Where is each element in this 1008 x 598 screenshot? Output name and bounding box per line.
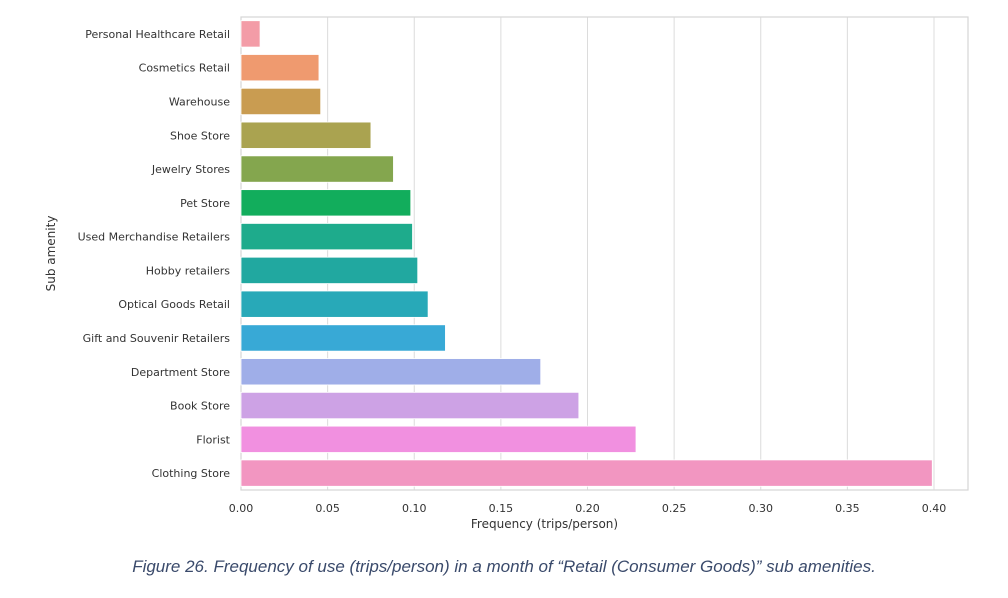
y-tick-label: Florist <box>196 433 230 446</box>
y-tick-label: Hobby retailers <box>146 264 230 277</box>
x-tick-labels: 0.00 0.05 0.10 0.15 0.20 0.25 0.30 0.35 0.40 <box>229 502 947 515</box>
y-tick-label: Personal Healthcare Retail <box>85 28 230 41</box>
bar <box>240 324 446 352</box>
y-tick-label: Optical Goods Retail <box>118 298 230 311</box>
x-tick-label: 0.25 <box>662 502 687 515</box>
y-tick-label: Gift and Souvenir Retailers <box>83 332 231 345</box>
gridlines <box>327 17 935 490</box>
bar <box>240 189 412 217</box>
bar <box>240 256 419 284</box>
x-tick-label: 0.00 <box>229 502 254 515</box>
bar <box>240 155 394 183</box>
y-tick-label: Pet Store <box>180 197 230 210</box>
bar <box>240 54 320 82</box>
bar <box>240 20 261 48</box>
bar <box>240 290 429 318</box>
bar <box>240 358 542 386</box>
bar <box>240 459 933 487</box>
y-tick-label: Used Merchandise Retailers <box>78 231 231 244</box>
y-tick-label: Jewelry Stores <box>151 163 230 176</box>
x-tick-label: 0.20 <box>575 502 600 515</box>
bar <box>240 121 372 149</box>
x-tick-label: 0.10 <box>402 502 427 515</box>
y-tick-label: Warehouse <box>169 95 230 108</box>
y-tick-label: Cosmetics Retail <box>139 62 230 75</box>
plot-area-frame <box>240 16 969 491</box>
bar <box>240 391 580 420</box>
y-tick-label: Book Store <box>170 400 230 413</box>
y-tick-label: Department Store <box>131 366 230 379</box>
x-axis-title: Frequency (trips/person) <box>471 517 618 531</box>
y-tick-label: Clothing Store <box>152 467 231 480</box>
bar-chart: Personal Healthcare Retail Cosmetics Reta… <box>44 16 969 531</box>
x-tick-label: 0.15 <box>489 502 514 515</box>
bar <box>240 87 322 116</box>
x-tick-label: 0.30 <box>749 502 774 515</box>
bars <box>240 20 933 487</box>
figure-caption: Figure 26. Frequency of use (trips/perso… <box>132 557 876 576</box>
x-tick-label: 0.40 <box>922 502 947 515</box>
bar <box>240 425 637 453</box>
x-tick-label: 0.05 <box>315 502 340 515</box>
y-tick-label: Shoe Store <box>170 129 230 142</box>
y-axis-title: Sub amenity <box>44 216 58 292</box>
x-tick-label: 0.35 <box>835 502 860 515</box>
y-tick-labels: Personal Healthcare Retail Cosmetics Reta… <box>78 28 231 480</box>
bar <box>240 223 413 251</box>
